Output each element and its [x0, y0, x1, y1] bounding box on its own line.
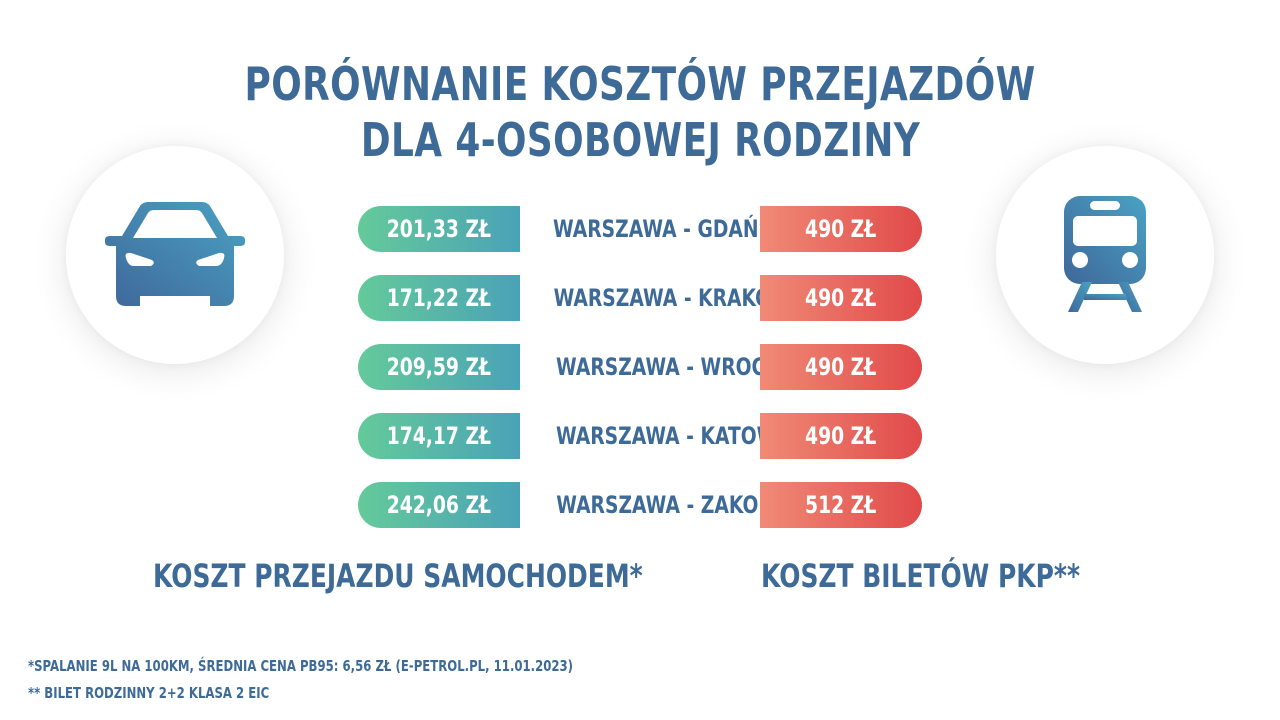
pkp-cost-label-text: KOSZT BILETÓW PKP** [761, 557, 1080, 595]
footnote-ticket: ** BILET RODZINNY 2+2 KLASA 2 EIC [28, 683, 337, 703]
car-cost-bar: 242,06 ZŁ [358, 482, 520, 528]
route-label: WARSZAWA - GDAŃSK [552, 215, 787, 243]
footnote-ticket-text: ** BILET RODZINNY 2+2 KLASA 2 EIC [28, 684, 270, 702]
pkp-cost-bar: 512 ZŁ [760, 482, 922, 528]
pkp-cost-bar: 490 ZŁ [760, 344, 922, 390]
car-cost-value: 209,59 ZŁ [386, 353, 492, 381]
car-cost-value: 201,33 ZŁ [386, 215, 492, 243]
train-icon-circle [996, 146, 1214, 364]
pkp-cost-bar: 490 ZŁ [760, 275, 922, 321]
table-row: 242,06 ZŁ WARSZAWA - ZAKOPANE 512 ZŁ [0, 482, 1280, 528]
car-cost-column-label: KOSZT PRZEJAZDU SAMOCHODEM* [153, 556, 781, 596]
pkp-cost-bar: 490 ZŁ [760, 413, 922, 459]
car-cost-value: 171,22 ZŁ [386, 284, 492, 312]
table-row: 209,59 ZŁ WARSZAWA - WROCŁAW 490 ZŁ [0, 344, 1280, 390]
car-cost-bar: 209,59 ZŁ [358, 344, 520, 390]
pkp-cost-value: 490 ZŁ [805, 353, 877, 381]
car-icon [105, 202, 245, 306]
footnote-fuel-text: *SPALANIE 9L NA 100KM, ŚREDNIA CENA PB95… [28, 657, 574, 675]
pkp-cost-value: 512 ZŁ [805, 491, 877, 519]
pkp-cost-value: 490 ZŁ [805, 422, 877, 450]
table-row: 201,33 ZŁ WARSZAWA - GDAŃSK 490 ZŁ [0, 206, 1280, 252]
title-line-1: PORÓWNANIE KOSZTÓW PRZEJAZDÓW [244, 57, 1036, 111]
route-label: WARSZAWA - KRAKÓW [553, 284, 792, 312]
footnote-fuel: *SPALANIE 9L NA 100KM, ŚREDNIA CENA PB95… [28, 656, 727, 676]
pkp-cost-value: 490 ZŁ [805, 215, 877, 243]
car-cost-value: 174,17 ZŁ [386, 422, 492, 450]
car-cost-bar: 201,33 ZŁ [358, 206, 520, 252]
train-icon [1064, 196, 1146, 312]
pkp-cost-bar: 490 ZŁ [760, 206, 922, 252]
table-row: 171,22 ZŁ WARSZAWA - KRAKÓW 490 ZŁ [0, 275, 1280, 321]
car-cost-label-text: KOSZT PRZEJAZDU SAMOCHODEM* [153, 557, 643, 595]
title-line-2: DLA 4-OSOBOWEJ RODZINY [360, 113, 920, 167]
pkp-cost-column-label: KOSZT BILETÓW PKP** [761, 556, 1170, 596]
car-cost-value: 242,06 ZŁ [386, 491, 492, 519]
car-icon-circle [66, 146, 284, 364]
table-row: 174,17 ZŁ WARSZAWA - KATOWICE 490 ZŁ [0, 413, 1280, 459]
pkp-cost-value: 490 ZŁ [805, 284, 877, 312]
car-cost-bar: 174,17 ZŁ [358, 413, 520, 459]
car-cost-bar: 171,22 ZŁ [358, 275, 520, 321]
chart-title: PORÓWNANIE KOSZTÓW PRZEJAZDÓW DLA 4-OSOB… [0, 56, 1280, 168]
